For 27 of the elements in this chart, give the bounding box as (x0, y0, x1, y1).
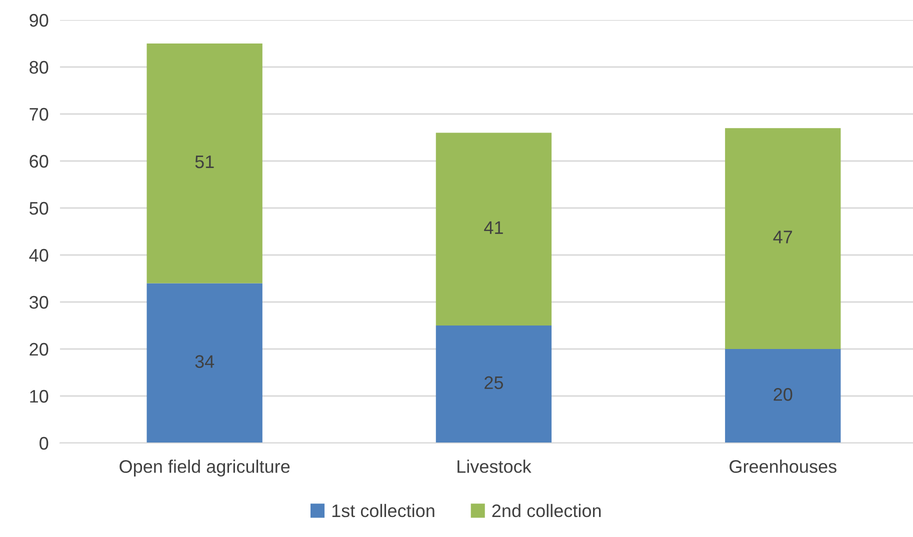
bar (146, 283, 262, 443)
data-label: 41 (484, 221, 503, 234)
y-tick-label: 10 (30, 390, 48, 403)
y-tick-label: 70 (30, 108, 48, 121)
bar (436, 326, 552, 443)
y-tick-label: 20 (30, 342, 48, 356)
data-label: 25 (484, 376, 504, 390)
bar (436, 132, 552, 326)
x-tick-label: Greenhouses (730, 460, 836, 473)
legend-label: 2nd collection (492, 504, 601, 518)
y-tick-label: 90 (30, 14, 48, 27)
legend-label: 1st collection (332, 504, 434, 518)
data-label: 51 (195, 156, 214, 168)
bar (725, 128, 841, 349)
bar (725, 349, 841, 443)
data-label: 34 (195, 355, 214, 368)
x-tick-label: Livestock (458, 460, 532, 473)
data-label: 20 (774, 388, 792, 401)
y-tick-label: 50 (30, 202, 48, 215)
y-tick-label: 40 (29, 248, 48, 262)
bar (146, 44, 262, 284)
y-tick-label: 80 (30, 60, 48, 74)
y-tick-label: 30 (29, 296, 48, 309)
y-tick-label: 60 (30, 154, 48, 168)
x-tick-label: Open field agriculture (120, 460, 290, 476)
y-tick-label: 0 (40, 436, 48, 450)
data-label: 47 (773, 230, 792, 244)
